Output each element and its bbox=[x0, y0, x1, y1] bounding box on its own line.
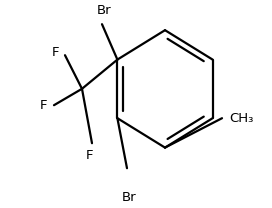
Text: F: F bbox=[39, 99, 47, 112]
Text: Br: Br bbox=[97, 4, 112, 17]
Text: CH₃: CH₃ bbox=[229, 112, 254, 125]
Text: Br: Br bbox=[122, 191, 136, 204]
Text: F: F bbox=[86, 149, 94, 162]
Text: F: F bbox=[51, 46, 59, 59]
